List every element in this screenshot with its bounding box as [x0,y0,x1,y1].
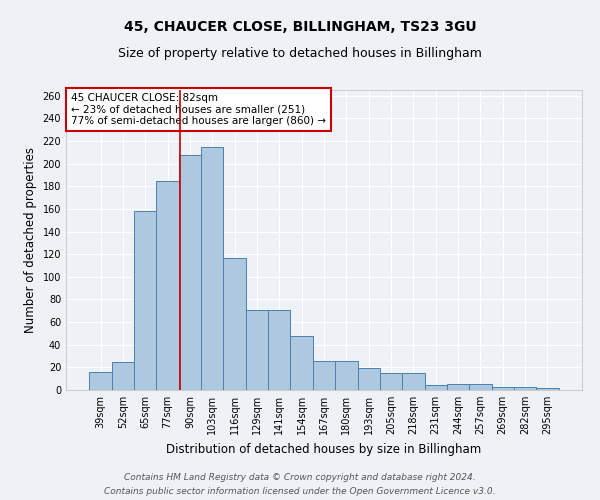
Bar [425,386,447,390]
Bar [112,362,134,390]
Bar [536,388,559,390]
X-axis label: Distribution of detached houses by size in Billingham: Distribution of detached houses by size … [166,442,482,456]
Bar [89,372,112,390]
Text: 45, CHAUCER CLOSE, BILLINGHAM, TS23 3GU: 45, CHAUCER CLOSE, BILLINGHAM, TS23 3GU [124,20,476,34]
Text: Size of property relative to detached houses in Billingham: Size of property relative to detached ho… [118,48,482,60]
Y-axis label: Number of detached properties: Number of detached properties [24,147,37,333]
Text: Contains HM Land Registry data © Crown copyright and database right 2024.: Contains HM Land Registry data © Crown c… [124,473,476,482]
Bar [134,211,157,390]
Bar [179,154,201,390]
Bar [469,384,491,390]
Bar [380,373,402,390]
Bar [402,373,425,390]
Bar [313,360,335,390]
Bar [290,336,313,390]
Bar [223,258,246,390]
Bar [447,384,469,390]
Text: Contains public sector information licensed under the Open Government Licence v3: Contains public sector information licen… [104,486,496,496]
Bar [491,386,514,390]
Bar [358,368,380,390]
Bar [201,146,223,390]
Bar [157,180,179,390]
Bar [335,360,358,390]
Text: 45 CHAUCER CLOSE: 82sqm
← 23% of detached houses are smaller (251)
77% of semi-d: 45 CHAUCER CLOSE: 82sqm ← 23% of detache… [71,93,326,126]
Bar [514,386,536,390]
Bar [268,310,290,390]
Bar [246,310,268,390]
